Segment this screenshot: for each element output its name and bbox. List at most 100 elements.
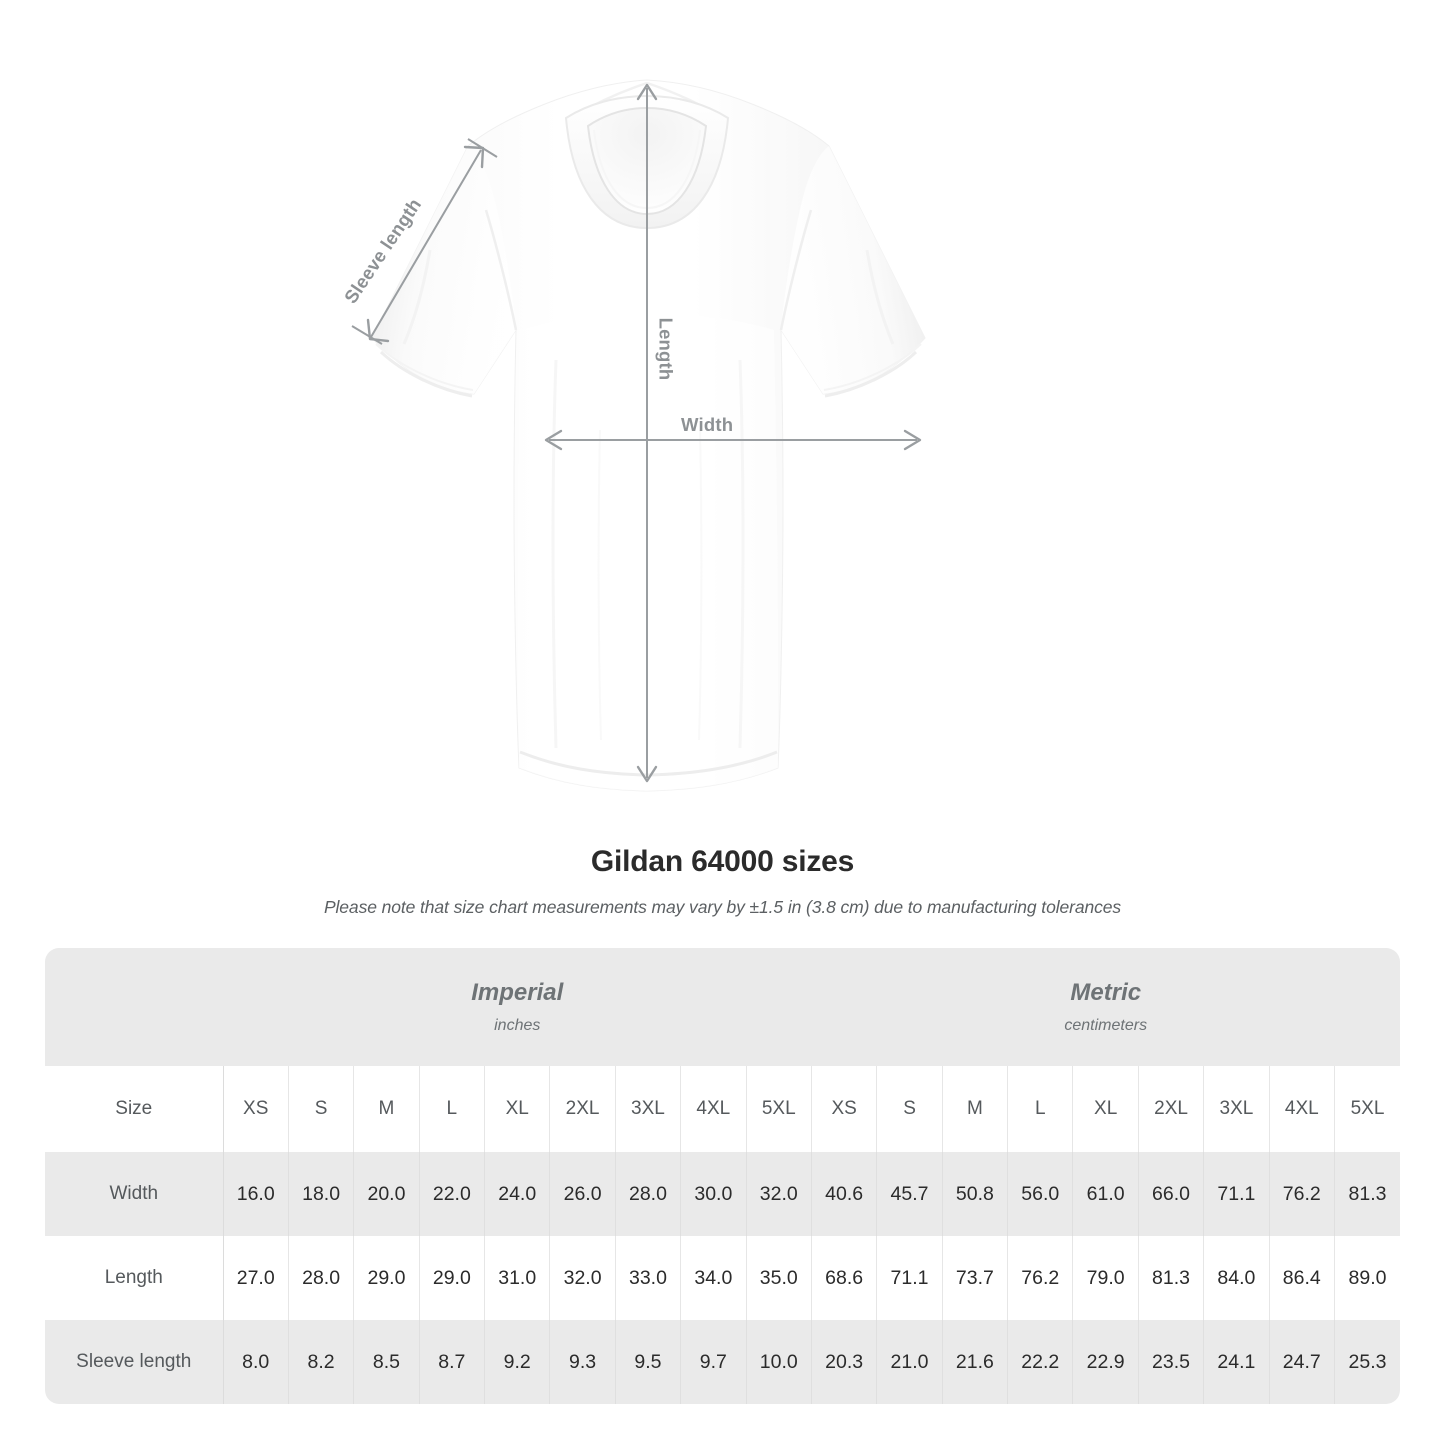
measurement-cell-imperial: 32.0 <box>746 1152 812 1236</box>
measurement-cell-metric: 24.1 <box>1203 1320 1270 1404</box>
size-header-cell: S <box>876 1066 943 1152</box>
size-chart-table: Imperial inches Metric centimeters Size XS S M L… <box>45 948 1400 1404</box>
size-header-cell: 4XL <box>680 1066 747 1152</box>
measurement-cell-imperial: 8.0 <box>223 1320 289 1404</box>
size-header-cell: 2XL <box>549 1066 616 1152</box>
unit-system-cell-metric: Metric centimeters <box>811 948 1400 1066</box>
measurement-cell-metric: 22.2 <box>1007 1320 1074 1404</box>
size-header-cell: XS <box>223 1066 289 1152</box>
shirt-shape <box>371 79 926 792</box>
width-dimension-arrow <box>544 429 922 451</box>
measurement-cell-imperial: 16.0 <box>223 1152 289 1236</box>
page-title: Gildan 64000 sizes <box>590 845 855 878</box>
unit-system-unit: centimeters <box>1064 1016 1148 1034</box>
size-header-cell: L <box>1007 1066 1074 1152</box>
measurement-cell-imperial: 9.7 <box>680 1320 747 1404</box>
measurement-row-label: Width <box>45 1152 224 1236</box>
measurement-cell-metric: 56.0 <box>1007 1152 1074 1236</box>
width-label: Width <box>681 414 734 435</box>
measurement-cell-imperial: 31.0 <box>484 1236 551 1320</box>
measurement-cell-metric: 66.0 <box>1138 1152 1205 1236</box>
measurement-cell-imperial: 18.0 <box>288 1152 355 1236</box>
measurement-cell-imperial: 9.3 <box>549 1320 616 1404</box>
size-header-cell: M <box>942 1066 1009 1152</box>
measurement-cell-metric: 25.3 <box>1334 1320 1400 1404</box>
measurement-cell-imperial: 8.5 <box>353 1320 420 1404</box>
size-header-cell: 5XL <box>1334 1066 1400 1152</box>
tshirt-illustration <box>351 79 926 792</box>
size-header-cell: XL <box>484 1066 551 1152</box>
size-header-cell: 4XL <box>1269 1066 1335 1152</box>
measurement-cell-imperial: 29.0 <box>419 1236 486 1320</box>
unit-system-name: Imperial <box>471 978 564 1006</box>
measurement-cell-metric: 61.0 <box>1072 1152 1139 1236</box>
measurement-cell-imperial: 35.0 <box>746 1236 812 1320</box>
size-header-cell: 3XL <box>1203 1066 1270 1152</box>
length-label: Length <box>655 317 677 381</box>
table-row: Sleeve length 8.0 8.2 8.5 8.7 9.2 9.3 9.5 9.7 10.… <box>45 1320 1400 1404</box>
sleeve-length-dimension-arrow <box>351 138 498 345</box>
measurement-cell-metric: 50.8 <box>942 1152 1009 1236</box>
measurement-cell-metric: 76.2 <box>1269 1152 1335 1236</box>
measurement-cell-imperial: 20.0 <box>353 1152 420 1236</box>
measurement-cell-metric: 22.9 <box>1072 1320 1139 1404</box>
length-dimension-arrow <box>636 83 658 783</box>
size-header-cell: 3XL <box>615 1066 682 1152</box>
table-row: Length 27.0 28.0 29.0 29.0 31.0 32.0 33.0 34.0 35… <box>45 1236 1400 1320</box>
dimension-annotations <box>351 83 922 783</box>
measurement-row-label: Sleeve length <box>45 1320 224 1404</box>
measurement-cell-imperial: 22.0 <box>419 1152 486 1236</box>
size-header-cell: XS <box>811 1066 878 1152</box>
measurement-row-label: Length <box>45 1236 224 1320</box>
measurement-cell-imperial: 9.2 <box>484 1320 551 1404</box>
size-header-cell: 2XL <box>1138 1066 1205 1152</box>
measurement-cell-metric: 73.7 <box>942 1236 1009 1320</box>
tshirt-diagram: Sleeve length Length Width <box>340 79 926 792</box>
measurement-cell-imperial: 26.0 <box>549 1152 616 1236</box>
measurement-cell-metric: 40.6 <box>811 1152 878 1236</box>
size-header-cell: S <box>288 1066 355 1152</box>
measurement-cell-imperial: 33.0 <box>615 1236 682 1320</box>
chart-header: Gildan 64000 sizes Please note that size… <box>0 845 1445 918</box>
measurement-cell-metric: 45.7 <box>876 1152 943 1236</box>
size-header-cell: XL <box>1072 1066 1139 1152</box>
size-column-header: Size <box>45 1066 224 1152</box>
measurement-cell-metric: 71.1 <box>1203 1152 1270 1236</box>
size-header-cell: L <box>419 1066 486 1152</box>
measurement-cell-imperial: 34.0 <box>680 1236 747 1320</box>
measurement-cell-imperial: 8.2 <box>288 1320 355 1404</box>
measurement-cell-metric: 81.3 <box>1334 1152 1400 1236</box>
measurement-cell-metric: 86.4 <box>1269 1236 1335 1320</box>
measurement-cell-imperial: 27.0 <box>223 1236 289 1320</box>
unit-system-banner-row: Imperial inches Metric centimeters <box>45 948 1400 1066</box>
measurement-cell-metric: 84.0 <box>1203 1236 1270 1320</box>
measurement-cell-imperial: 8.7 <box>419 1320 486 1404</box>
measurement-cell-metric: 81.3 <box>1138 1236 1205 1320</box>
size-header-cell: M <box>353 1066 420 1152</box>
measurement-cell-imperial: 9.5 <box>615 1320 682 1404</box>
measurement-cell-imperial: 30.0 <box>680 1152 747 1236</box>
measurement-cell-metric: 76.2 <box>1007 1236 1074 1320</box>
measurement-cell-metric: 21.6 <box>942 1320 1009 1404</box>
measurement-cell-metric: 24.7 <box>1269 1320 1335 1404</box>
measurement-cell-imperial: 29.0 <box>353 1236 420 1320</box>
measurement-cell-metric: 20.3 <box>811 1320 878 1404</box>
size-header-row: Size XS S M L XL 2XL 3XL 4XL 5XL XS S M L XL 2XL 3XL 4XL 5… <box>45 1066 1400 1152</box>
tolerance-note: Please note that size chart measurements… <box>323 897 1122 917</box>
measurement-cell-imperial: 28.0 <box>615 1152 682 1236</box>
measurement-cell-imperial: 24.0 <box>484 1152 551 1236</box>
unit-system-cell-imperial: Imperial inches <box>223 948 812 1066</box>
measurement-cell-imperial: 32.0 <box>549 1236 616 1320</box>
unit-system-name: Metric <box>1070 978 1142 1006</box>
measurement-cell-imperial: 10.0 <box>746 1320 812 1404</box>
measurement-cell-imperial: 28.0 <box>288 1236 355 1320</box>
measurement-cell-metric: 23.5 <box>1138 1320 1205 1404</box>
unit-banner-spacer <box>45 948 224 1066</box>
size-header-cell: 5XL <box>746 1066 812 1152</box>
measurement-cell-metric: 71.1 <box>876 1236 943 1320</box>
measurement-cell-metric: 79.0 <box>1072 1236 1139 1320</box>
measurement-cell-metric: 89.0 <box>1334 1236 1400 1320</box>
measurement-cell-metric: 21.0 <box>876 1320 943 1404</box>
table-row: Width 16.0 18.0 20.0 22.0 24.0 26.0 28.0 30.0 32.… <box>45 1152 1400 1236</box>
unit-system-unit: inches <box>494 1016 541 1034</box>
